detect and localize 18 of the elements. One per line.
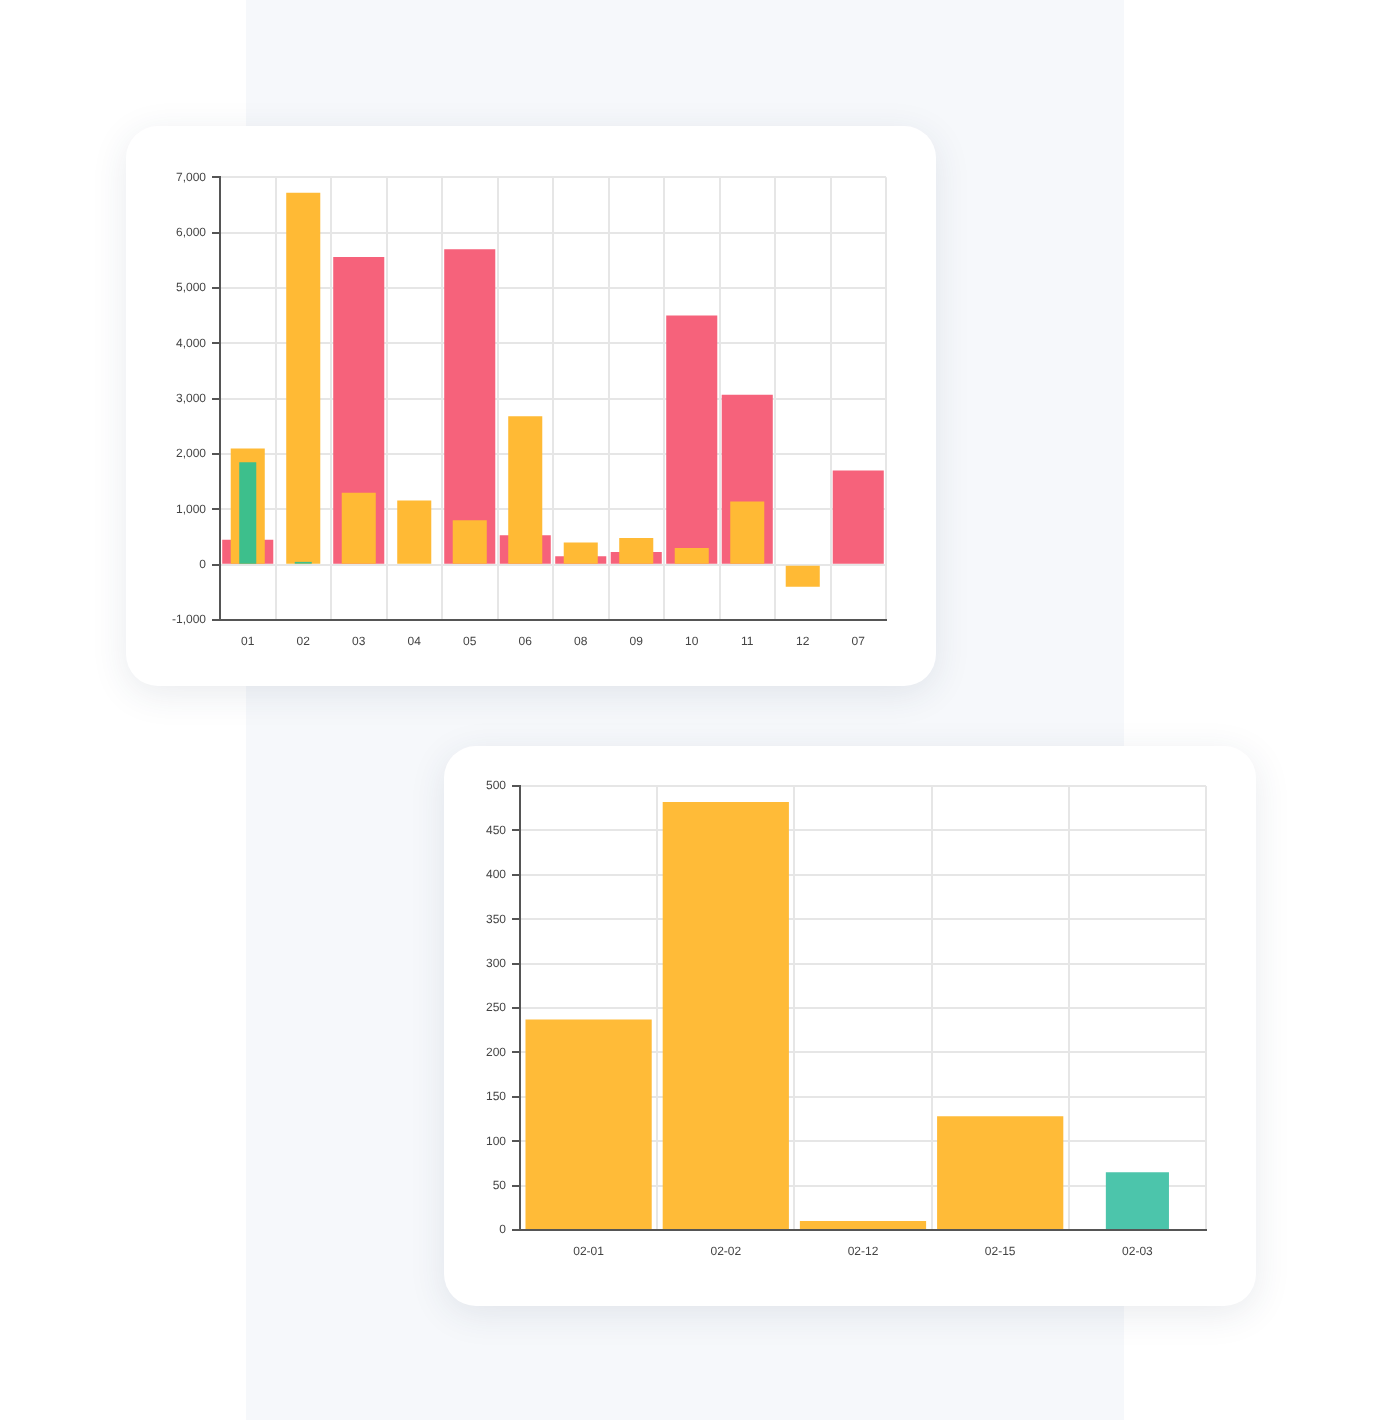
bar: [785, 565, 820, 587]
bar: [799, 1221, 927, 1229]
bar: [619, 538, 654, 564]
bar: [937, 1116, 1064, 1229]
bar: [730, 501, 765, 564]
bar: [666, 315, 718, 564]
bar: [397, 500, 432, 564]
bar: [286, 192, 321, 564]
bar: [1105, 1172, 1169, 1229]
bar: [525, 1019, 652, 1229]
bar: [341, 492, 376, 564]
bar: [832, 470, 884, 564]
bar: [508, 416, 543, 564]
bar: [452, 520, 487, 564]
bar: [563, 542, 598, 564]
bar: [662, 801, 789, 1229]
bar: [674, 548, 709, 564]
bar: [239, 462, 257, 564]
